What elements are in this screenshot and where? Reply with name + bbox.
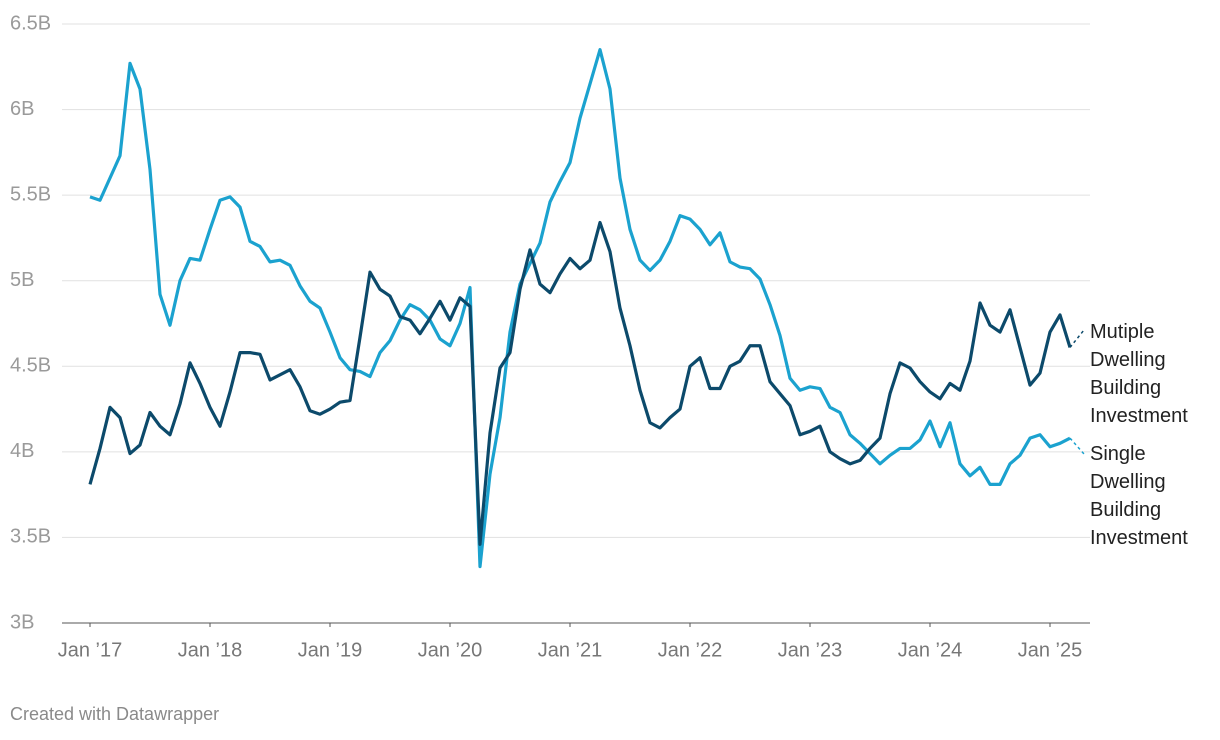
y-tick-label: 6.5B: [10, 12, 51, 34]
y-tick-label: 4.5B: [10, 355, 51, 377]
series-label: Single Dwelling Building Investment: [1090, 443, 1188, 549]
x-tick-label: Jan ’25: [1018, 639, 1083, 661]
y-tick-label: 6B: [10, 98, 34, 120]
label-connector: [1069, 329, 1085, 348]
credit: Created with Datawrapper: [10, 704, 220, 724]
y-tick-label: 4B: [10, 440, 34, 462]
y-tick-label: 3.5B: [10, 526, 51, 548]
series-line: [88, 220, 1072, 546]
x-tick-label: Jan ’22: [658, 639, 723, 661]
x-tick-label: Jan ’23: [778, 639, 843, 661]
x-tick-label: Jan ’20: [418, 639, 483, 661]
x-tick-label: Jan ’21: [538, 639, 603, 661]
x-tick-label: Jan ’19: [298, 639, 363, 661]
x-tick-label: Jan ’18: [178, 639, 243, 661]
series-line: [89, 48, 1071, 569]
x-tick-label: Jan ’17: [58, 639, 123, 661]
y-tick-label: 3B: [10, 611, 34, 633]
y-tick-label: 5B: [10, 269, 34, 291]
x-tick-label: Jan ’24: [898, 639, 963, 661]
series-label: Mutiple Dwelling Building Investment: [1090, 321, 1188, 427]
y-tick-label: 5.5B: [10, 183, 51, 205]
